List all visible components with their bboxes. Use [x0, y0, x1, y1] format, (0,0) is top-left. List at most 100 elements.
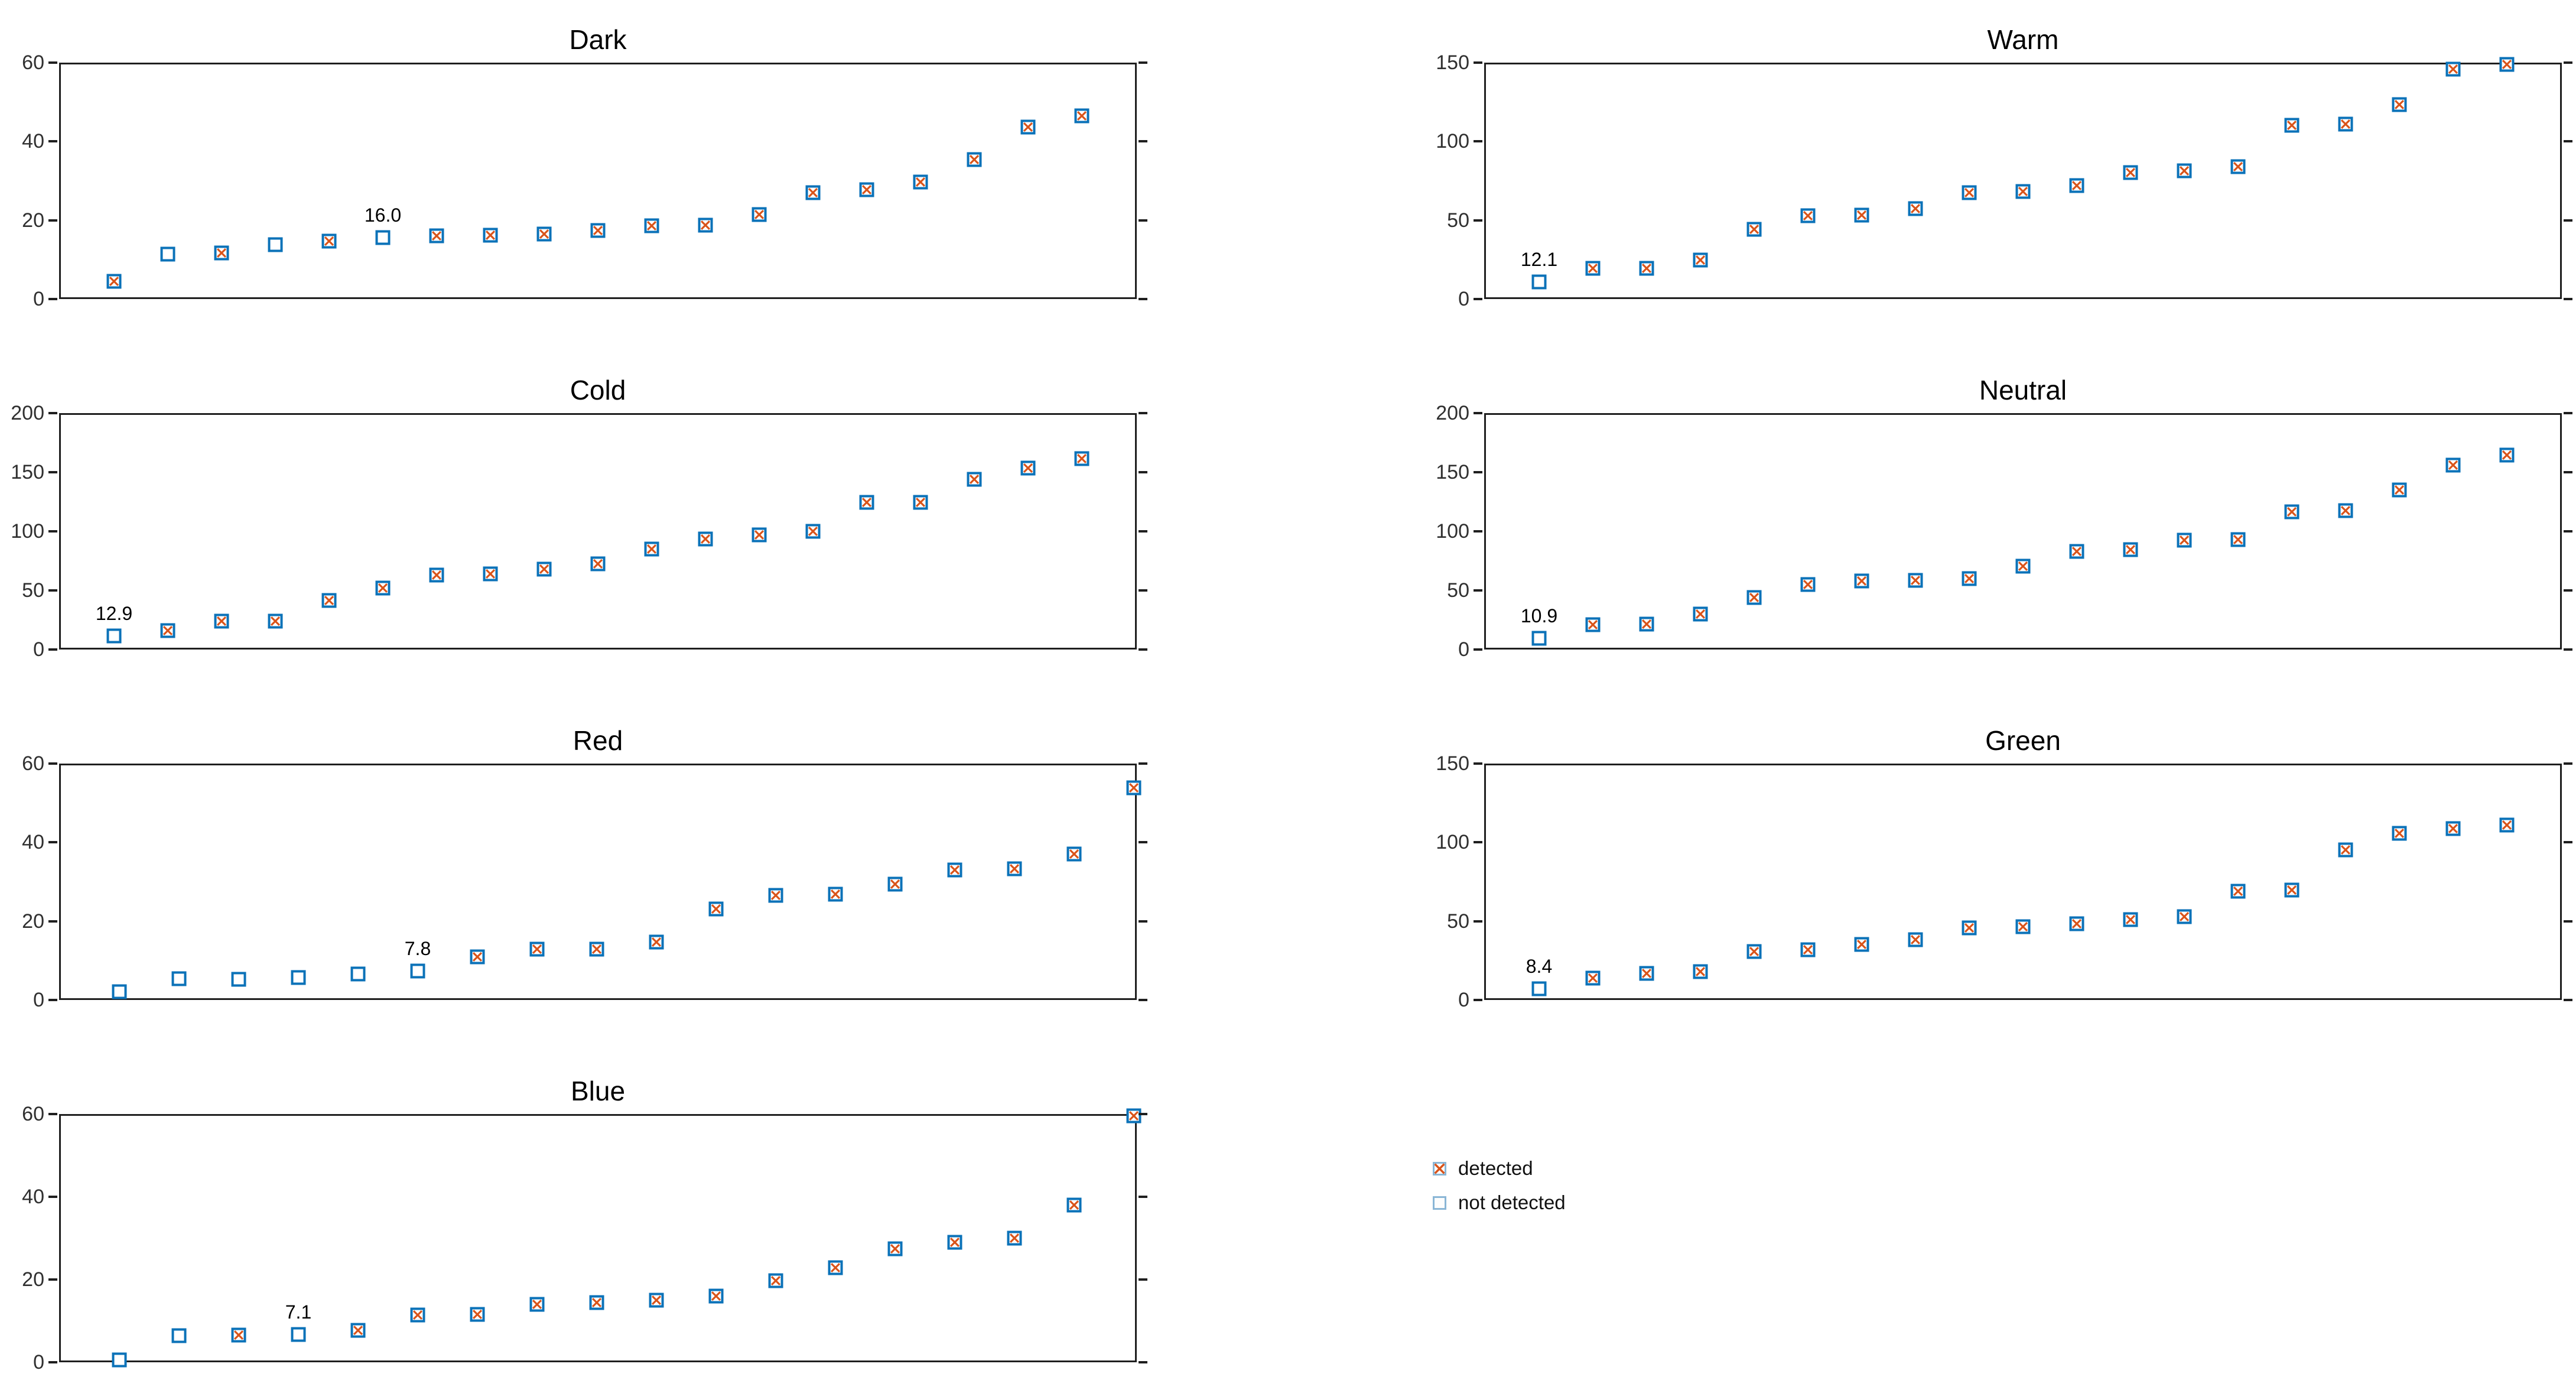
data-point-detected [375, 580, 391, 596]
point-annotation: 12.1 [1520, 248, 1558, 270]
point-annotation: 16.0 [364, 204, 402, 226]
tick-mark-left [1474, 298, 1482, 300]
y-tick-label: 60 [22, 51, 44, 74]
y-tick-label: 50 [22, 579, 44, 602]
tick-mark-left [48, 920, 57, 923]
plot-title-dark: Dark [569, 24, 627, 55]
data-point-not-detected [112, 984, 127, 999]
data-point-detected [1066, 846, 1082, 862]
y-tick-label: 150 [1436, 461, 1469, 483]
data-point-detected [2499, 57, 2515, 72]
data-point-detected [410, 1307, 425, 1323]
point-annotation: 12.9 [95, 603, 133, 625]
plot-title-green: Green [1985, 725, 2061, 756]
data-point-detected [644, 218, 659, 233]
data-point-detected [429, 567, 444, 583]
tick-mark-left [48, 1278, 57, 1281]
data-point-detected [350, 1323, 366, 1338]
y-tick-label: 0 [1458, 989, 1469, 1011]
data-point-detected [536, 226, 552, 242]
tick-mark-left [1474, 530, 1482, 532]
tick-mark-right [1139, 298, 1147, 300]
data-point-detected [2123, 912, 2138, 927]
data-point-not-detected [106, 628, 122, 644]
tick-mark-right [1139, 841, 1147, 844]
data-point-detected [2284, 118, 2299, 133]
data-point-detected [2499, 817, 2515, 833]
data-point-not-detected [171, 1328, 187, 1343]
plot-title-blue: Blue [570, 1076, 626, 1106]
data-point-detected [887, 1241, 903, 1256]
tick-mark-left [1474, 140, 1482, 143]
data-point-detected [1693, 606, 1708, 622]
data-point-detected [698, 217, 713, 233]
data-point-detected [887, 876, 903, 892]
data-point-detected [967, 472, 982, 487]
tick-mark-left [1474, 920, 1482, 923]
tick-mark-left [48, 1196, 57, 1198]
y-tick-label: 150 [1436, 752, 1469, 775]
plot-frame: 7.1 [59, 1108, 1141, 1368]
data-point-detected [1746, 222, 1762, 237]
tick-mark-right [2564, 298, 2572, 300]
y-tick-label: 50 [1447, 579, 1469, 602]
data-point-detected [947, 862, 962, 878]
plot-frame: 12.9 [59, 413, 1137, 650]
data-point-detected [1639, 616, 1654, 632]
tick-mark-left [48, 140, 57, 143]
tick-mark-right [2564, 530, 2572, 532]
tick-mark-left [48, 61, 57, 64]
y-tick-label: 100 [1436, 831, 1469, 854]
tick-mark-left [48, 648, 57, 651]
data-point-detected [1693, 252, 1708, 268]
tick-mark-right [2564, 648, 2572, 651]
data-point-detected [2069, 916, 2084, 931]
point-annotation: 7.8 [404, 938, 431, 959]
tick-mark-right [1139, 1196, 1147, 1198]
data-point-detected [859, 182, 874, 197]
tick-mark-right [1139, 1113, 1147, 1115]
data-point-detected [1800, 208, 1816, 223]
tick-mark-right [2564, 219, 2572, 222]
legend: detected not detected [1433, 1151, 1566, 1220]
data-point-detected [1585, 617, 1601, 632]
data-point-detected [2177, 909, 2192, 924]
y-tick-label: 0 [33, 989, 44, 1011]
data-point-detected [429, 228, 444, 243]
data-point-detected [536, 561, 552, 577]
data-point-detected [2445, 457, 2461, 473]
y-tick-label: 20 [22, 910, 44, 933]
subplot-green: Green 8.4 0 50 100 150 [1436, 725, 2572, 1011]
data-point-detected [768, 888, 783, 903]
tick-mark-right [1139, 1278, 1147, 1281]
tick-mark-left [1474, 999, 1482, 1001]
data-point-detected [1007, 1230, 1022, 1246]
tick-mark-right [2564, 920, 2572, 923]
tick-mark-right [1139, 648, 1147, 651]
data-point-detected [708, 1288, 724, 1304]
y-tick-label: 40 [22, 831, 44, 854]
data-point-detected [2499, 447, 2515, 463]
legend-label-detected: detected [1458, 1157, 1533, 1179]
data-point-detected [214, 245, 229, 261]
data-point-detected [1908, 201, 1923, 216]
data-point-detected [913, 495, 928, 510]
tick-mark-right [1139, 999, 1147, 1001]
y-tick-label: 200 [11, 402, 44, 424]
data-point-detected [913, 174, 928, 190]
data-point-detected [1020, 119, 1036, 135]
data-point-detected [2338, 116, 2353, 132]
data-point-detected [1074, 108, 1089, 124]
data-point-detected [106, 274, 122, 289]
data-point-detected [2392, 826, 2407, 841]
subplot-warm: Warm 12.1 0 50 100 150 [1436, 24, 2572, 310]
tick-mark-right [1139, 530, 1147, 532]
tick-mark-left [48, 530, 57, 532]
data-point-detected [1639, 966, 1654, 981]
tick-mark-right [1139, 412, 1147, 414]
data-point-detected [752, 527, 767, 543]
data-point-detected [160, 623, 175, 638]
data-point-detected [590, 556, 606, 572]
data-point-detected [321, 233, 337, 249]
data-point-detected [1639, 261, 1654, 276]
